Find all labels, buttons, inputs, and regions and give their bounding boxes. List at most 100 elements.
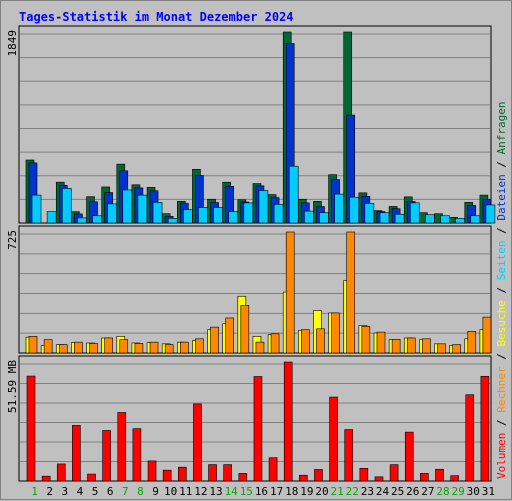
x-tick-label: 13: [209, 485, 222, 498]
x-tick-label: 6: [107, 485, 114, 498]
bar-rechner-day-14: [225, 317, 234, 354]
x-tick-label: 24: [376, 485, 390, 498]
x-axis-labels: 1 2 3 4 5 6 7 8 9 10 11 12 13 14 15 16 17 18 19 20 21 22 23 24 2…: [31, 485, 495, 498]
bar-volumen-day-16: [253, 376, 263, 482]
bar-rechner-day-24: [376, 331, 386, 354]
bar-volumen-day-19: [299, 474, 308, 482]
bar-volumen-day-31: [480, 375, 490, 482]
legend-separator: /: [495, 154, 508, 174]
bar-rechner-day-9: [149, 341, 159, 354]
legend-anfragen: Anfragen: [495, 101, 508, 154]
bar-volumen-day-10: [162, 469, 172, 482]
bar-volumen-day-20: [314, 469, 323, 482]
y-max-label: 1849: [6, 30, 19, 57]
bar-volumen-day-30: [465, 394, 475, 482]
x-tick-label: 29: [452, 485, 465, 498]
x-tick-label: 3: [61, 485, 68, 498]
bar-rechner-day-15: [240, 305, 250, 354]
x-tick-label: 19: [300, 485, 313, 498]
bar-seiten-day-9: [152, 202, 163, 224]
bar-rechner-day-16: [255, 341, 265, 354]
legend-rechner: Rechner: [495, 366, 508, 413]
bar-rechner-day-23: [361, 325, 371, 354]
x-tick-label: 23: [361, 485, 374, 498]
bar-volumen-day-8: [132, 428, 142, 482]
bar-volumen-day-29: [450, 475, 459, 482]
bar-rechner-day-3: [58, 344, 68, 354]
y-axis-labels: 1849 725 51.59 MB: [6, 30, 19, 413]
legend-volumen: Volumen: [495, 433, 508, 479]
bar-seiten-day-7: [122, 189, 133, 224]
bar-rechner-day-29: [452, 344, 461, 354]
bar-rechner-day-28: [437, 343, 446, 354]
x-tick-label: 21: [330, 485, 343, 498]
bar-rechner-day-11: [180, 341, 189, 354]
bar-volumen-day-24: [374, 476, 384, 482]
bar-rechner-day-8: [134, 343, 144, 354]
x-tick-label: 26: [406, 485, 419, 498]
bar-seiten-day-1: [31, 194, 42, 224]
bar-seiten-day-15: [243, 202, 254, 224]
x-tick-label: 8: [137, 485, 144, 498]
bar-volumen-day-9: [147, 460, 157, 482]
bar-rechner-day-4: [74, 341, 83, 354]
bar-seiten-day-22: [349, 196, 360, 224]
panel-bottom: [18, 355, 492, 482]
bar-rechner-day-20: [316, 328, 325, 354]
x-tick-label: 15: [240, 485, 253, 498]
x-tick-label: 2: [46, 485, 53, 498]
bar-rechner-day-31: [482, 316, 492, 354]
bar-seiten-day-12: [198, 207, 208, 224]
bar-rechner-day-19: [301, 329, 310, 354]
x-tick-label: 9: [152, 485, 159, 498]
bar-rechner-day-1: [28, 336, 38, 354]
bar-seiten-day-14: [228, 211, 238, 224]
x-tick-label: 14: [225, 485, 239, 498]
bar-rechner-day-27: [422, 338, 431, 354]
bar-seiten-day-26: [409, 202, 420, 224]
bar-rechner-day-25: [391, 339, 401, 354]
x-tick-label: 1: [31, 485, 38, 498]
x-tick-label: 12: [194, 485, 207, 498]
bar-volumen-day-1: [26, 375, 36, 482]
x-tick-label: 17: [270, 485, 283, 498]
bar-seiten-day-10: [167, 218, 178, 224]
x-tick-label: 7: [122, 485, 129, 498]
panel-frame: [18, 225, 492, 354]
bar-seiten-day-29: [455, 218, 465, 224]
bar-rechner-day-5: [89, 343, 98, 354]
x-tick-label: 5: [92, 485, 99, 498]
bar-seiten-day-2: [46, 211, 57, 224]
bar-volumen-day-21: [329, 396, 338, 482]
bar-seiten-day-13: [213, 207, 223, 224]
bar-seiten-day-20: [319, 212, 329, 224]
legend-seiten: Seiten: [495, 241, 508, 281]
bar-rechner-day-7: [119, 339, 129, 354]
bar-rechner-day-6: [104, 337, 113, 354]
bar-seiten-day-11: [183, 209, 193, 224]
bar-seiten-day-18: [288, 165, 299, 224]
bar-volumen-day-17: [268, 457, 278, 482]
bar-volumen-day-26: [404, 431, 414, 482]
bar-volumen-day-12: [193, 403, 202, 482]
bar-rechner-day-13: [210, 326, 219, 354]
bar-seiten-day-31: [485, 204, 496, 224]
x-tick-label: 27: [421, 485, 434, 498]
right-axis-labels: Volumen / Rechner / Besuche / Seiten / D…: [495, 101, 508, 479]
x-tick-label: 22: [346, 485, 359, 498]
bar-seiten-day-19: [304, 210, 314, 224]
bar-rechner-day-22: [346, 231, 356, 354]
x-tick-label: 18: [285, 485, 298, 498]
chart-panels: [18, 25, 496, 482]
bar-rechner-day-17: [270, 333, 280, 354]
bar-rechner-day-21: [331, 312, 340, 354]
chart-title: Tages-Statistik im Monat Dezember 2024: [19, 10, 294, 24]
bar-volumen-day-2: [41, 475, 51, 482]
x-tick-label: 28: [436, 485, 449, 498]
bar-seiten-day-5: [92, 215, 102, 224]
legend-separator: /: [495, 413, 508, 433]
bar-seiten-day-8: [137, 194, 148, 224]
legend-separator: /: [495, 221, 508, 241]
x-tick-label: 11: [179, 485, 192, 498]
